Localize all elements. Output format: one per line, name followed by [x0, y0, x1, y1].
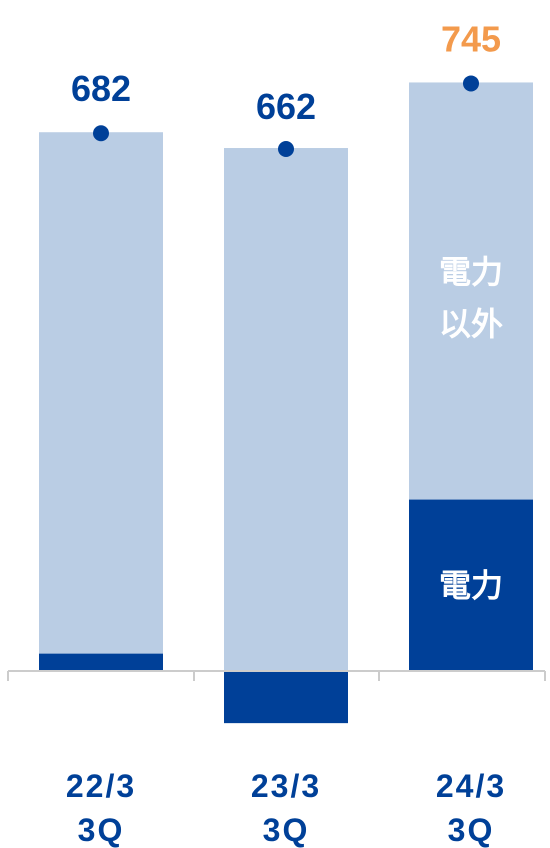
- bar-segment-non-power: [39, 132, 163, 654]
- total-marker: [93, 125, 109, 142]
- category-label: 3Q: [263, 812, 310, 848]
- bar-segment-power: [409, 499, 533, 671]
- total-value-label: 745: [441, 18, 501, 59]
- category-label: 3Q: [448, 812, 495, 848]
- total-marker: [463, 75, 479, 92]
- category-label: 3Q: [78, 812, 125, 848]
- bar-segment-power: [224, 671, 348, 724]
- total-label-background: [238, 83, 334, 130]
- category-label: 24/3: [436, 768, 506, 804]
- bar-segment-non-power: [224, 148, 348, 671]
- category-label: 22/3: [66, 768, 136, 804]
- bar-segment-power: [39, 653, 163, 671]
- category-label: 23/3: [251, 768, 321, 804]
- total-value-label: 662: [256, 86, 316, 127]
- series-label-power: 電力: [439, 567, 503, 603]
- total-value-label: 682: [71, 68, 131, 109]
- series-label-non-power: 以外: [439, 306, 503, 342]
- series-label-non-power: 電力: [439, 254, 503, 290]
- bar-segment-non-power: [409, 82, 533, 500]
- total-marker: [278, 141, 294, 158]
